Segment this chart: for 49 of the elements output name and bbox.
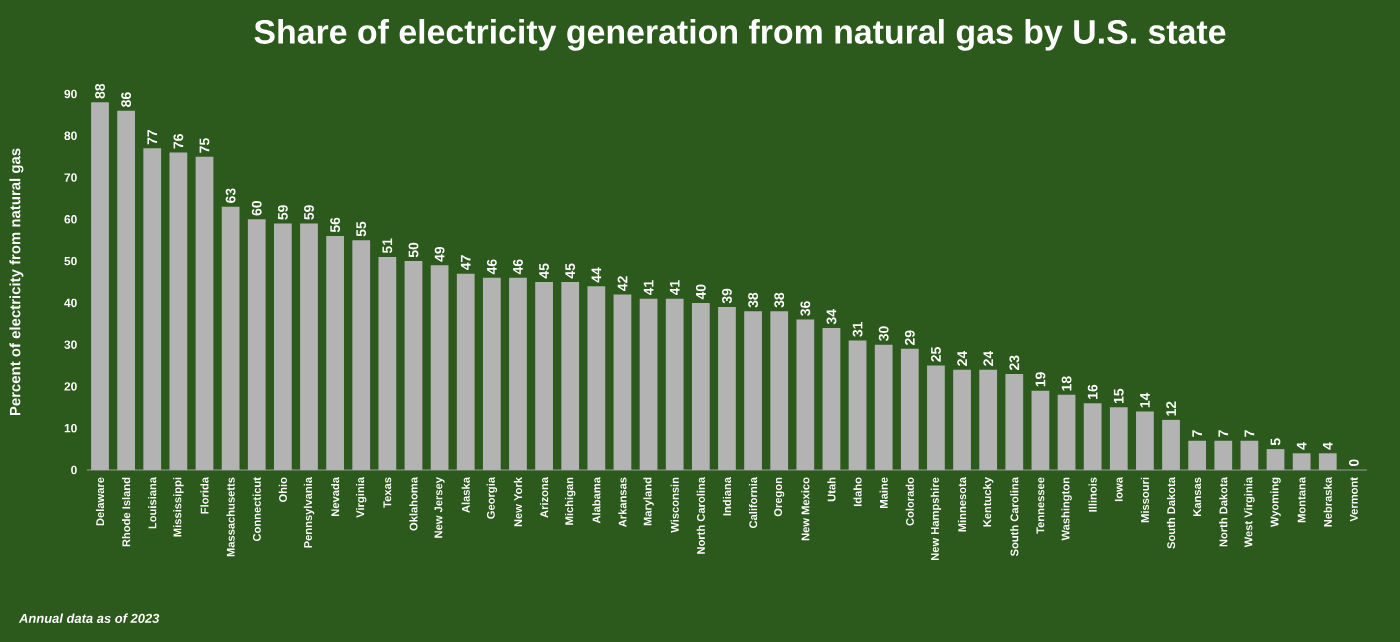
bar xyxy=(1057,394,1076,470)
bar xyxy=(404,261,423,470)
bar xyxy=(456,273,475,470)
bar xyxy=(195,156,214,470)
bar xyxy=(378,256,397,470)
bar xyxy=(1214,440,1233,470)
bar xyxy=(900,348,919,470)
bar xyxy=(247,219,266,470)
bar xyxy=(1318,453,1337,470)
bar xyxy=(352,240,371,470)
bar xyxy=(1109,407,1128,470)
bar xyxy=(874,344,893,470)
chart-title: Share of electricity generation from natural gas by U.S. state xyxy=(254,19,1226,51)
bar xyxy=(587,286,606,470)
bar xyxy=(169,152,188,470)
bar xyxy=(1240,440,1259,470)
bar xyxy=(1031,390,1050,470)
bar xyxy=(1083,403,1102,470)
bar xyxy=(1136,411,1154,470)
bar xyxy=(953,369,971,470)
bar xyxy=(117,110,136,470)
bar xyxy=(1188,440,1207,470)
bar xyxy=(1005,373,1024,470)
bar xyxy=(744,311,762,470)
bar xyxy=(1162,419,1180,470)
bar xyxy=(482,277,501,470)
bar xyxy=(326,236,344,470)
bar xyxy=(639,298,658,470)
bar xyxy=(796,319,815,470)
bar xyxy=(822,327,841,470)
bar xyxy=(273,223,292,470)
bar xyxy=(1266,449,1285,470)
bar xyxy=(143,148,162,470)
bar xyxy=(927,365,945,470)
bar xyxy=(91,102,109,470)
bar xyxy=(665,298,684,470)
bar xyxy=(770,311,789,470)
bar xyxy=(561,282,580,470)
bar xyxy=(848,340,867,470)
bar xyxy=(718,307,736,470)
bar xyxy=(509,277,527,470)
bar xyxy=(1292,453,1311,470)
bar xyxy=(691,302,710,470)
bar xyxy=(300,223,318,470)
bar xyxy=(535,282,553,470)
bar xyxy=(430,265,449,470)
bar xyxy=(979,369,998,470)
bar xyxy=(613,294,632,470)
bar xyxy=(221,206,240,470)
